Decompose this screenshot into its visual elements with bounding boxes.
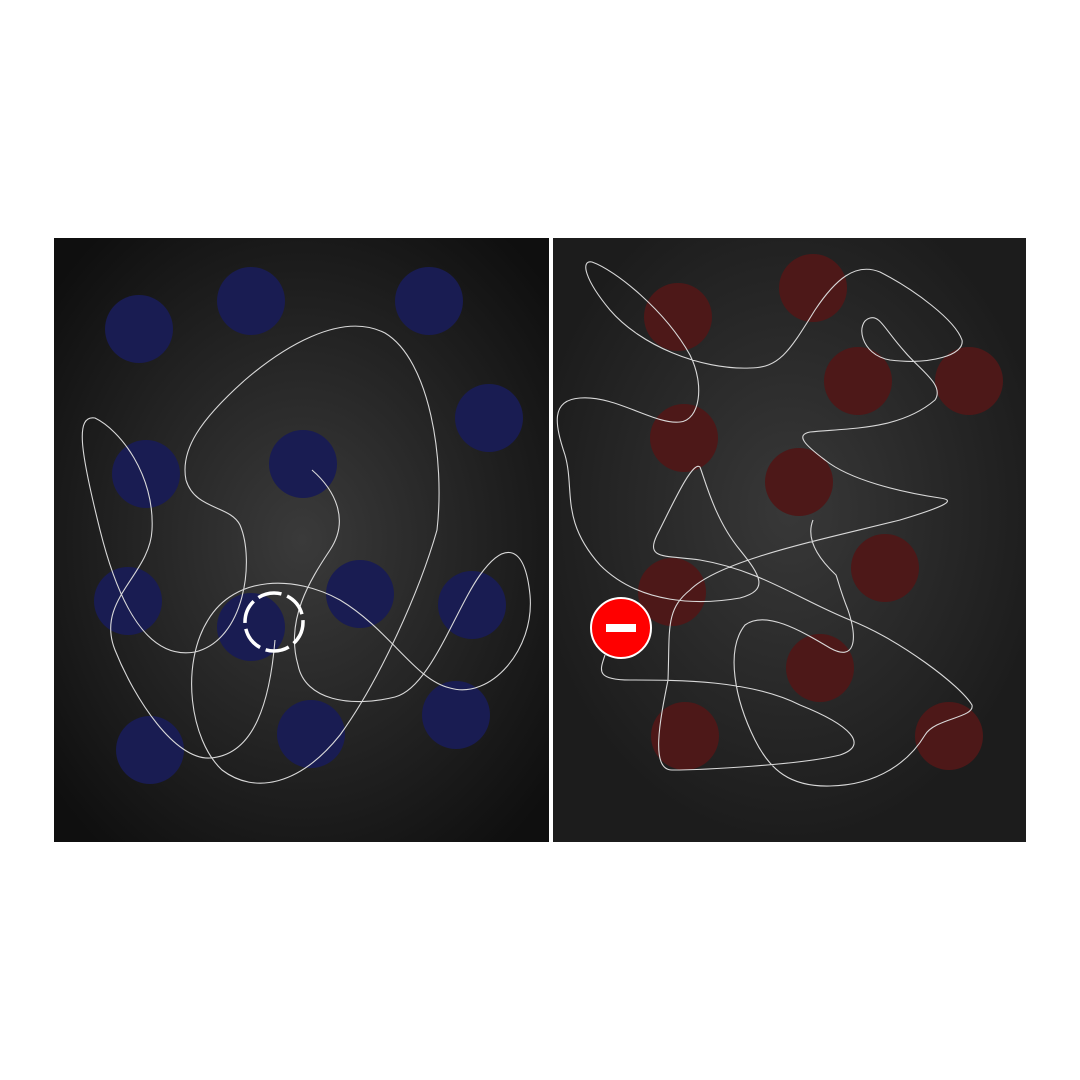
red-target-2[interactable] <box>779 254 847 322</box>
blue-target-6[interactable] <box>269 430 337 498</box>
red-target-9[interactable] <box>786 634 854 702</box>
red-target-8[interactable] <box>638 558 706 626</box>
red-target-5[interactable] <box>650 404 718 472</box>
dashed-ring-icon <box>243 591 305 653</box>
blue-target-5[interactable] <box>112 440 180 508</box>
panel-divider <box>549 238 553 842</box>
blue-target-7[interactable] <box>94 567 162 635</box>
red-target-6[interactable] <box>765 448 833 516</box>
blue-target-2[interactable] <box>217 267 285 335</box>
red-target-3[interactable] <box>824 347 892 415</box>
blue-target-9[interactable] <box>438 571 506 639</box>
left-panel <box>54 238 550 842</box>
red-target-10[interactable] <box>651 702 719 770</box>
right-panel <box>553 238 1026 842</box>
blue-target-3[interactable] <box>395 267 463 335</box>
red-target-1[interactable] <box>644 283 712 351</box>
left-targets <box>94 267 523 784</box>
red-target-11[interactable] <box>915 702 983 770</box>
blue-target-13[interactable] <box>116 716 184 784</box>
blue-target-4[interactable] <box>455 384 523 452</box>
right-movement-trail <box>556 261 973 787</box>
blue-target-1[interactable] <box>105 295 173 363</box>
no-entry-bar <box>606 624 636 632</box>
blocked-marker <box>590 597 652 659</box>
blue-target-10[interactable] <box>217 593 285 661</box>
cursor-marker <box>243 591 305 653</box>
blue-target-8[interactable] <box>326 560 394 628</box>
blue-target-11[interactable] <box>422 681 490 749</box>
right-targets <box>638 254 1003 770</box>
blue-target-12[interactable] <box>277 700 345 768</box>
left-movement-trail <box>81 325 531 784</box>
red-target-7[interactable] <box>851 534 919 602</box>
red-target-4[interactable] <box>935 347 1003 415</box>
